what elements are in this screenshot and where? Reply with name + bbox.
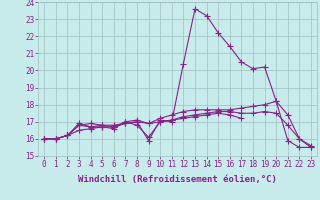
X-axis label: Windchill (Refroidissement éolien,°C): Windchill (Refroidissement éolien,°C) — [78, 175, 277, 184]
